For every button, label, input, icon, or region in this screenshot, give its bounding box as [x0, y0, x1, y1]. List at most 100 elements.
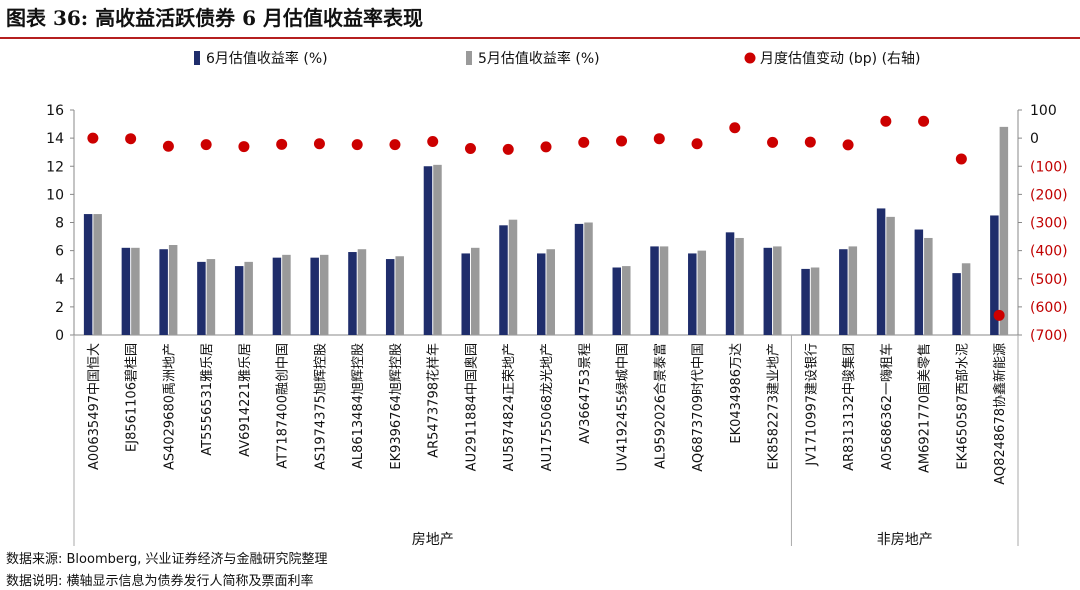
x-tick-label-10: AU2911884中国奥园: [464, 343, 479, 471]
bar-jun-23: [952, 273, 961, 335]
left-axis-tick-label: 12: [46, 159, 64, 175]
x-tick-label-0: A00635497中国恒大: [87, 343, 102, 470]
right-axis-tick-label: 100: [1030, 103, 1057, 119]
x-tick-label-16: AQ6873709时代中国: [691, 343, 706, 472]
legend-swatch-2: [744, 52, 756, 64]
bar-jun-24: [990, 215, 999, 335]
bar-jun-15: [650, 246, 659, 335]
dot-change-10: [464, 143, 476, 155]
x-tick-label-1: EJ8561106碧桂园: [125, 343, 140, 452]
bar-jun-12: [537, 253, 546, 335]
left-axis-tick-label: 2: [55, 300, 64, 316]
dot-change-15: [653, 133, 665, 145]
x-tick-label-14: UV4192455绿城中国: [616, 343, 631, 471]
x-tick-label-6: AS1974375旭辉控股: [313, 343, 328, 470]
dot-change-7: [351, 139, 363, 151]
x-tick-label-18: EK8582273建业地产: [767, 343, 782, 470]
dot-change-2: [162, 140, 174, 152]
x-tick-label-22: AM6921770国美零售: [917, 343, 933, 473]
dot-change-12: [540, 141, 552, 153]
x-tick-label-15: AL9592026合景泰富: [652, 343, 668, 469]
x-tick-label-24: AQ8248678协鑫新能源: [992, 343, 1008, 485]
left-axis-tick-label: 8: [55, 216, 64, 232]
right-axis-tick-label: (300): [1030, 216, 1068, 232]
x-tick-label-12: AU1755068龙光地产: [540, 343, 555, 471]
source-note: 数据来源: Bloomberg, 兴业证券经济与金融研究院整理: [6, 552, 328, 567]
bar-may-2: [168, 245, 178, 335]
right-axis-tick-label: (100): [1030, 159, 1068, 175]
bar-jun-11: [499, 225, 508, 335]
bar-may-5: [282, 254, 291, 335]
legend-label-0: 6月估值收益率 (%): [206, 50, 328, 67]
right-axis-tick-label: (700): [1030, 328, 1068, 344]
title-divider: [0, 37, 1080, 39]
explanation-note: 数据说明: 横轴显示信息为债券发行人简称及票面利率: [6, 574, 314, 589]
bar-may-7: [357, 249, 367, 335]
bar-may-0: [93, 214, 102, 335]
legend: 6月估值收益率 (%) 5月估值收益率 (%) 月度估值变动 (bp) (右轴): [194, 50, 921, 67]
dot-change-20: [842, 139, 854, 151]
dot-change-3: [200, 139, 212, 151]
dot-change-13: [578, 136, 590, 148]
plot-area: [83, 115, 1009, 335]
dot-change-4: [238, 141, 250, 153]
right-axis-tick-label: 0: [1030, 131, 1039, 147]
bar-jun-19: [801, 268, 810, 335]
bar-may-4: [244, 261, 253, 335]
bar-jun-13: [574, 223, 584, 335]
bar-jun-18: [763, 247, 773, 335]
bar-may-23: [961, 263, 971, 335]
bar-may-24: [999, 126, 1009, 335]
dot-change-8: [389, 139, 401, 151]
right-axis-tick-label: (400): [1030, 244, 1068, 260]
dot-change-6: [313, 138, 325, 150]
x-tick-label-23: EK4650587西部水泥: [955, 343, 970, 470]
left-axis-tick-label: 14: [46, 131, 64, 147]
bar-jun-3: [197, 261, 206, 335]
x-tick-label-9: AR5473798花样年: [426, 343, 442, 458]
bar-may-6: [319, 254, 329, 335]
x-tick-label-13: AV3664753景程: [578, 343, 593, 444]
x-tick-label-7: AL8613484旭辉控股: [351, 343, 366, 469]
bar-may-19: [810, 267, 820, 335]
bar-may-3: [206, 259, 216, 335]
x-tick-label-2: AS4029680禹洲地产: [162, 343, 177, 470]
legend-swatch-1: [466, 51, 472, 65]
dot-change-24: [993, 309, 1005, 321]
x-tick-label-11: AU5874824正荣地产: [502, 343, 517, 471]
bar-jun-1: [121, 247, 131, 335]
group-axis: 房地产 非房地产: [73, 335, 1019, 546]
bar-may-21: [886, 216, 895, 335]
dot-change-18: [767, 136, 779, 148]
dot-change-17: [729, 122, 741, 134]
bar-jun-9: [423, 166, 433, 335]
bar-jun-16: [688, 253, 697, 335]
bar-jun-14: [612, 267, 622, 335]
bar-may-10: [470, 247, 480, 335]
bar-may-14: [622, 266, 631, 335]
x-axis-labels: A00635497中国恒大 EJ8561106碧桂园 AS4029680禹洲地产 AT…: [87, 343, 1008, 485]
chart-canvas: 6月估值收益率 (%) 5月估值收益率 (%) 月度估值变动 (bp) (右轴) 0…: [46, 50, 1068, 546]
group-label-1: 非房地产: [877, 532, 933, 546]
bar-may-8: [395, 256, 404, 335]
x-tick-label-20: AR8313132中骏集团: [841, 343, 857, 471]
bar-may-22: [924, 237, 933, 335]
dot-change-11: [502, 143, 514, 155]
bar-may-15: [659, 246, 669, 335]
bar-may-20: [848, 246, 858, 335]
bar-jun-22: [914, 229, 924, 335]
left-axis-tick-label: 6: [55, 244, 64, 260]
dot-change-16: [691, 138, 703, 150]
x-tick-label-3: AT5556531雅乐居: [200, 343, 215, 456]
bar-jun-0: [83, 214, 93, 335]
left-axis-tick-label: 10: [46, 187, 64, 203]
dot-change-23: [955, 153, 967, 165]
bar-jun-20: [839, 249, 848, 335]
x-tick-label-21: A05686362一嗨租车: [879, 343, 895, 470]
dot-change-14: [616, 135, 628, 147]
left-axis-tick-label: 4: [55, 272, 64, 288]
x-tick-label-5: AT7187400融创中国: [276, 343, 291, 469]
dot-change-21: [880, 115, 892, 127]
bar-may-18: [773, 246, 782, 335]
x-tick-label-19: JV1710997建设银行: [804, 343, 819, 467]
